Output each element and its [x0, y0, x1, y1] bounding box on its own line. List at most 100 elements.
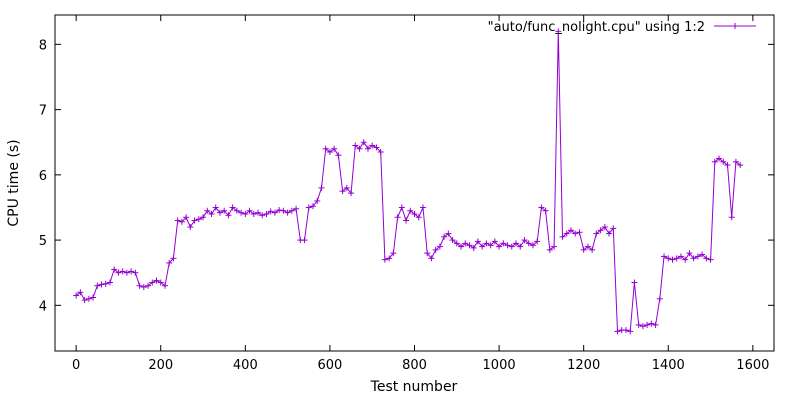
data-point-marker	[665, 255, 672, 262]
data-point-marker	[449, 237, 456, 244]
data-point-marker	[551, 243, 558, 250]
data-point-marker	[631, 279, 638, 286]
data-point-marker	[128, 268, 135, 275]
data-point-marker	[284, 209, 291, 216]
data-point-marker	[508, 243, 515, 250]
data-point-marker	[669, 256, 676, 263]
data-point-marker	[711, 158, 718, 165]
data-point-marker	[145, 282, 152, 289]
x-tick-label: 1600	[736, 358, 769, 373]
data-point-marker	[466, 242, 473, 249]
x-tick-label: 1000	[483, 358, 516, 373]
data-point-marker	[572, 230, 579, 237]
data-point-marker	[208, 210, 215, 217]
data-point-marker	[246, 207, 253, 214]
data-point-marker	[373, 144, 380, 151]
x-tick-label: 0	[72, 358, 80, 373]
data-point-marker	[639, 323, 646, 330]
data-point-marker	[703, 255, 710, 262]
data-point-marker	[90, 294, 97, 301]
legend: "auto/func_nolight.cpu" using 1:2	[488, 20, 756, 35]
data-point-marker	[183, 214, 190, 221]
data-point-marker	[699, 251, 706, 258]
data-point-marker	[686, 250, 693, 257]
data-point-marker	[301, 237, 308, 244]
data-point-marker	[661, 253, 668, 260]
x-axis-title: Test number	[370, 379, 458, 395]
data-point-marker	[593, 230, 600, 237]
data-point-marker	[597, 227, 604, 234]
data-point-marker	[521, 237, 528, 244]
data-point-marker	[119, 268, 126, 275]
y-tick-label: 7	[39, 104, 47, 119]
x-tick-label: 1200	[567, 358, 600, 373]
data-point-marker	[432, 246, 439, 253]
data-point-marker	[737, 162, 744, 169]
data-point-marker	[534, 238, 541, 245]
data-point-marker	[458, 243, 465, 250]
y-tick-label: 8	[39, 38, 47, 53]
legend-marker	[732, 23, 738, 29]
data-point-marker	[174, 217, 181, 224]
data-point-marker	[356, 145, 363, 152]
data-point-marker	[411, 210, 418, 217]
data-point-marker	[339, 188, 346, 195]
data-point-marker	[538, 204, 545, 211]
data-point-marker	[73, 292, 80, 299]
data-point-marker	[419, 204, 426, 211]
data-point-marker	[364, 145, 371, 152]
data-point-marker	[85, 295, 92, 302]
data-point-marker	[255, 209, 262, 216]
data-point-marker	[233, 207, 240, 214]
data-point-marker	[225, 212, 232, 219]
data-point-marker	[441, 233, 448, 240]
x-tick-label: 400	[233, 358, 258, 373]
data-point-marker	[178, 218, 185, 225]
data-point-marker	[161, 282, 168, 289]
x-tick-label: 600	[317, 358, 342, 373]
data-point-marker	[563, 230, 570, 237]
data-point-marker	[212, 204, 219, 211]
data-point-marker	[149, 279, 156, 286]
data-point-marker	[132, 269, 139, 276]
x-tick-label: 800	[402, 358, 427, 373]
data-point-marker	[369, 142, 376, 149]
data-point-marker	[293, 205, 300, 212]
data-point-marker	[453, 240, 460, 247]
data-point-marker	[263, 210, 270, 217]
data-point-marker	[170, 255, 177, 262]
data-point-marker	[483, 240, 490, 247]
data-point-marker	[102, 280, 109, 287]
data-point-marker	[229, 204, 236, 211]
data-point-marker	[576, 229, 583, 236]
data-point-marker	[677, 253, 684, 260]
data-point-marker	[166, 259, 173, 266]
data-point-marker	[81, 297, 88, 304]
data-point-marker	[381, 256, 388, 263]
data-point-marker	[627, 328, 634, 335]
data-point-marker	[276, 207, 283, 214]
series-line	[75, 31, 741, 333]
data-point-marker	[732, 158, 739, 165]
y-axis-title: CPU time (s)	[6, 139, 22, 226]
data-point-marker	[250, 210, 257, 217]
data-point-marker	[462, 240, 469, 247]
axis-tick-labels: 0 200 400 600 800 1000 1200 1400 1600 4 5 6 7 8	[39, 38, 770, 373]
data-point-marker	[322, 145, 329, 152]
x-tick-label: 200	[148, 358, 173, 373]
data-point-marker	[635, 321, 642, 328]
y-tick-label: 5	[39, 234, 47, 249]
data-point-marker	[474, 238, 481, 245]
data-point-marker	[580, 246, 587, 253]
data-point-marker	[157, 279, 164, 286]
data-point-marker	[331, 145, 338, 152]
data-point-marker	[567, 227, 574, 234]
data-point-marker	[546, 246, 553, 253]
data-point-marker	[491, 238, 498, 245]
data-point-marker	[589, 246, 596, 253]
data-point-marker	[77, 289, 84, 296]
data-point-marker	[94, 282, 101, 289]
data-point-marker	[111, 266, 118, 273]
data-point-marker	[424, 250, 431, 257]
data-point-marker	[136, 282, 143, 289]
